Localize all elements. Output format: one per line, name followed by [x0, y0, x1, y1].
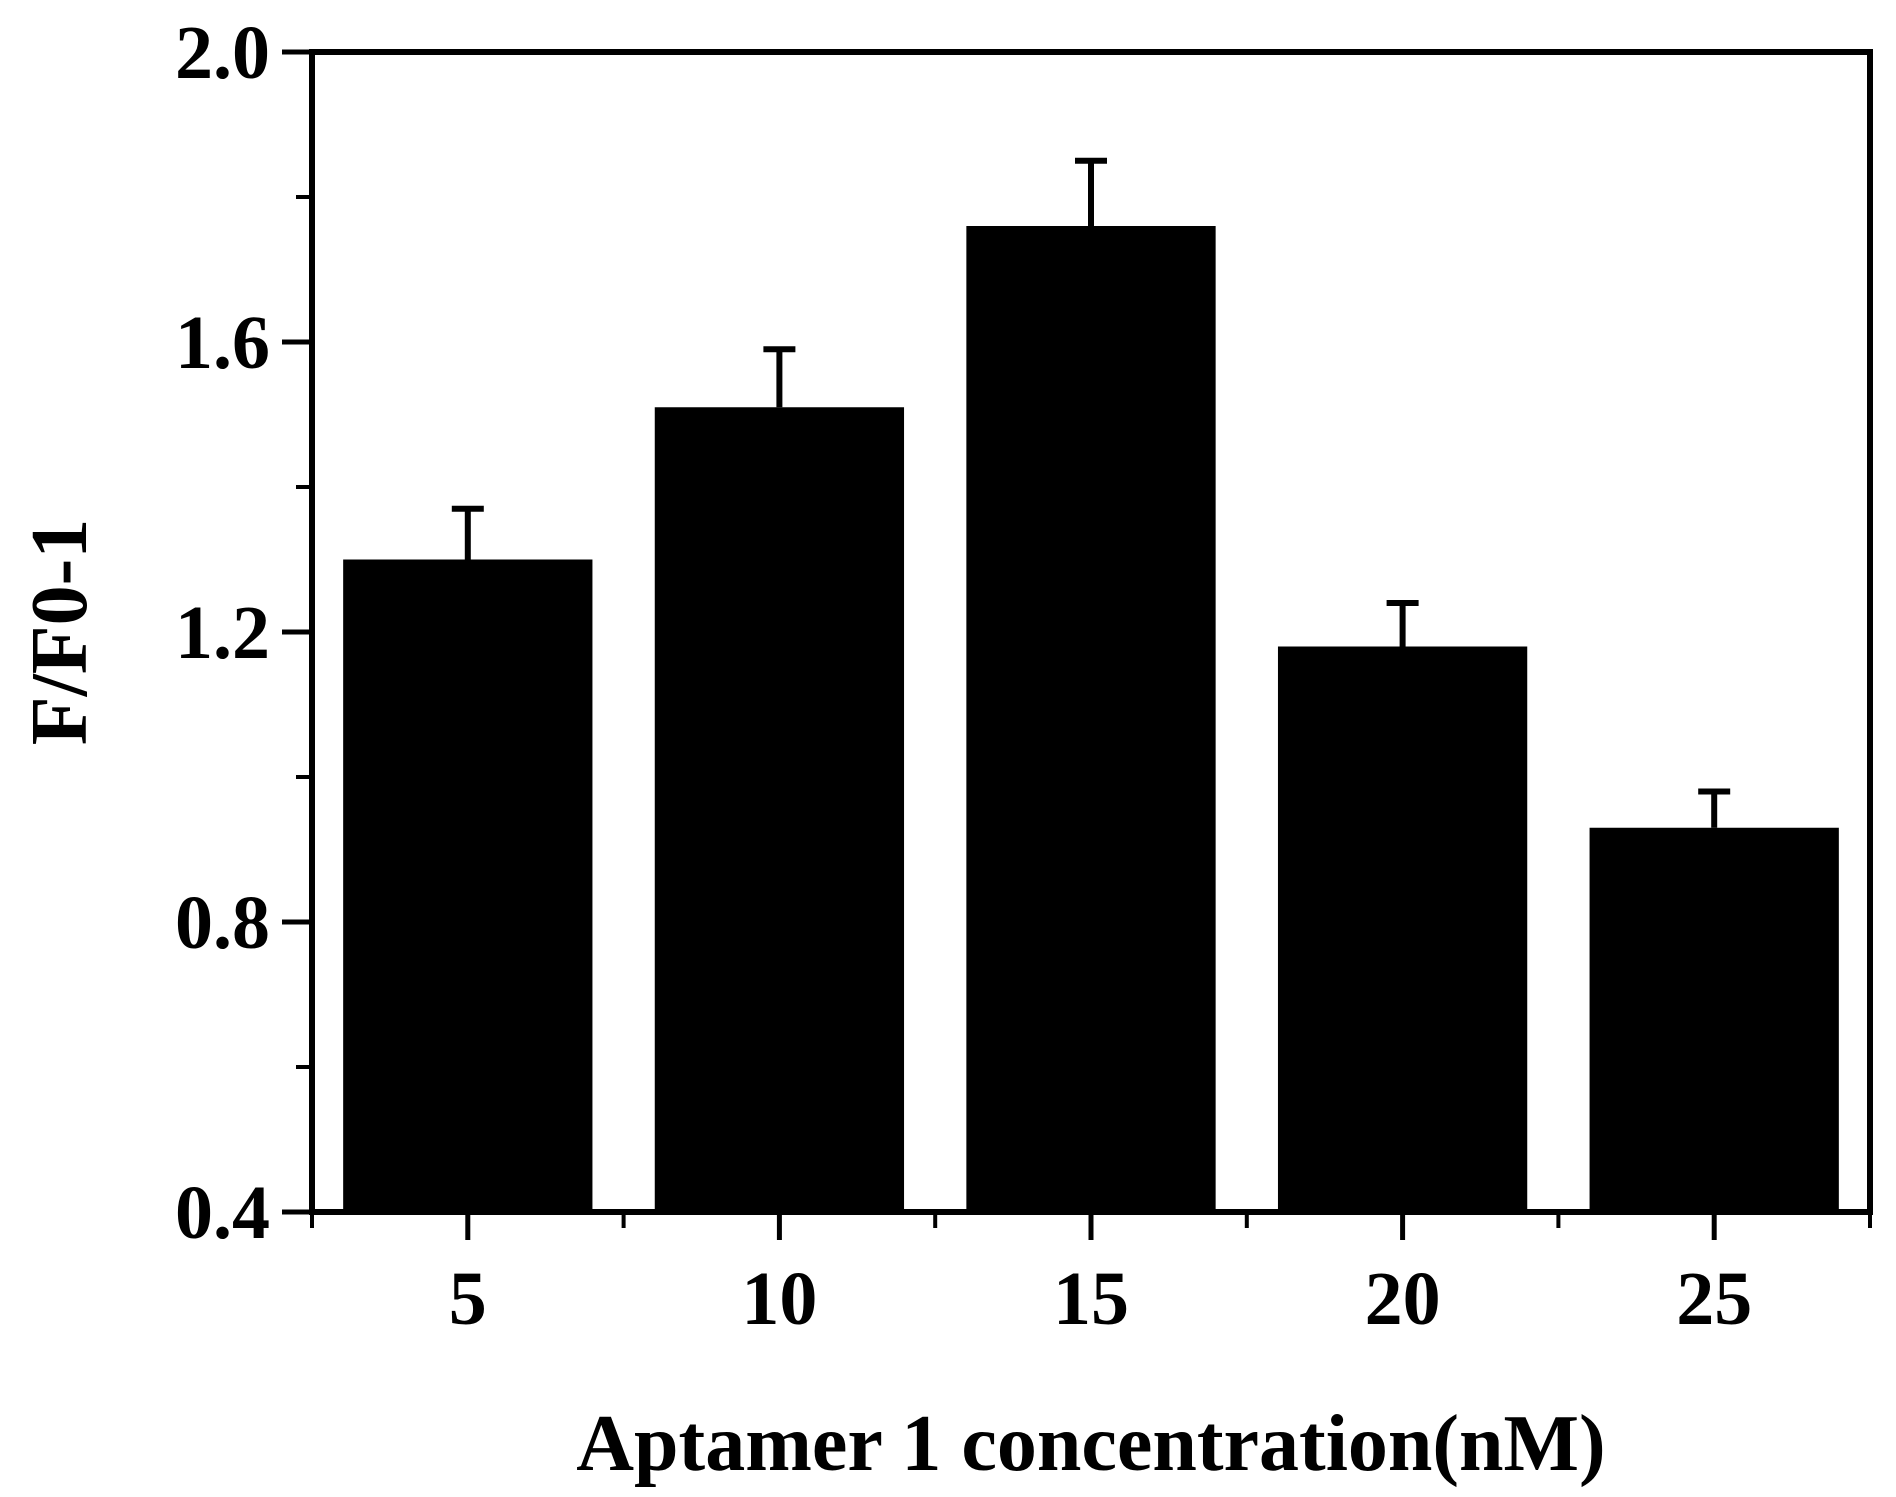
y-tick-label-1.6: 1.6: [175, 301, 270, 385]
y-tick-labels: 0.4 0.8 1.2 1.6 2.0: [175, 11, 270, 1255]
y-tick-label-0.8: 0.8: [175, 881, 270, 965]
bar-15: [966, 226, 1216, 1212]
y-axis-title: F/F0-1: [16, 519, 104, 746]
x-tick-label-20: 20: [1365, 1257, 1441, 1341]
bar-20: [1277, 646, 1528, 1212]
x-tick-labels: 5 10 15 20 25: [449, 1257, 1752, 1341]
y-tick-label-2.0: 2.0: [175, 11, 270, 95]
bar-5: [343, 559, 593, 1212]
y-tick-label-0.4: 0.4: [175, 1171, 270, 1255]
bar-10: [654, 407, 905, 1212]
x-tick-label-10: 10: [741, 1257, 817, 1341]
x-tick-label-5: 5: [449, 1257, 487, 1341]
bars-layer: [343, 226, 1839, 1212]
x-tick-label-25: 25: [1676, 1257, 1752, 1341]
x-tick-label-15: 15: [1053, 1257, 1129, 1341]
bar-25: [1589, 827, 1839, 1212]
x-axis-title: Aptamer 1 concentration(nM): [576, 1400, 1605, 1488]
y-tick-label-1.2: 1.2: [175, 591, 270, 675]
error-bars-layer: [451, 157, 1731, 828]
axis-ticks-layer: [282, 49, 1872, 1240]
